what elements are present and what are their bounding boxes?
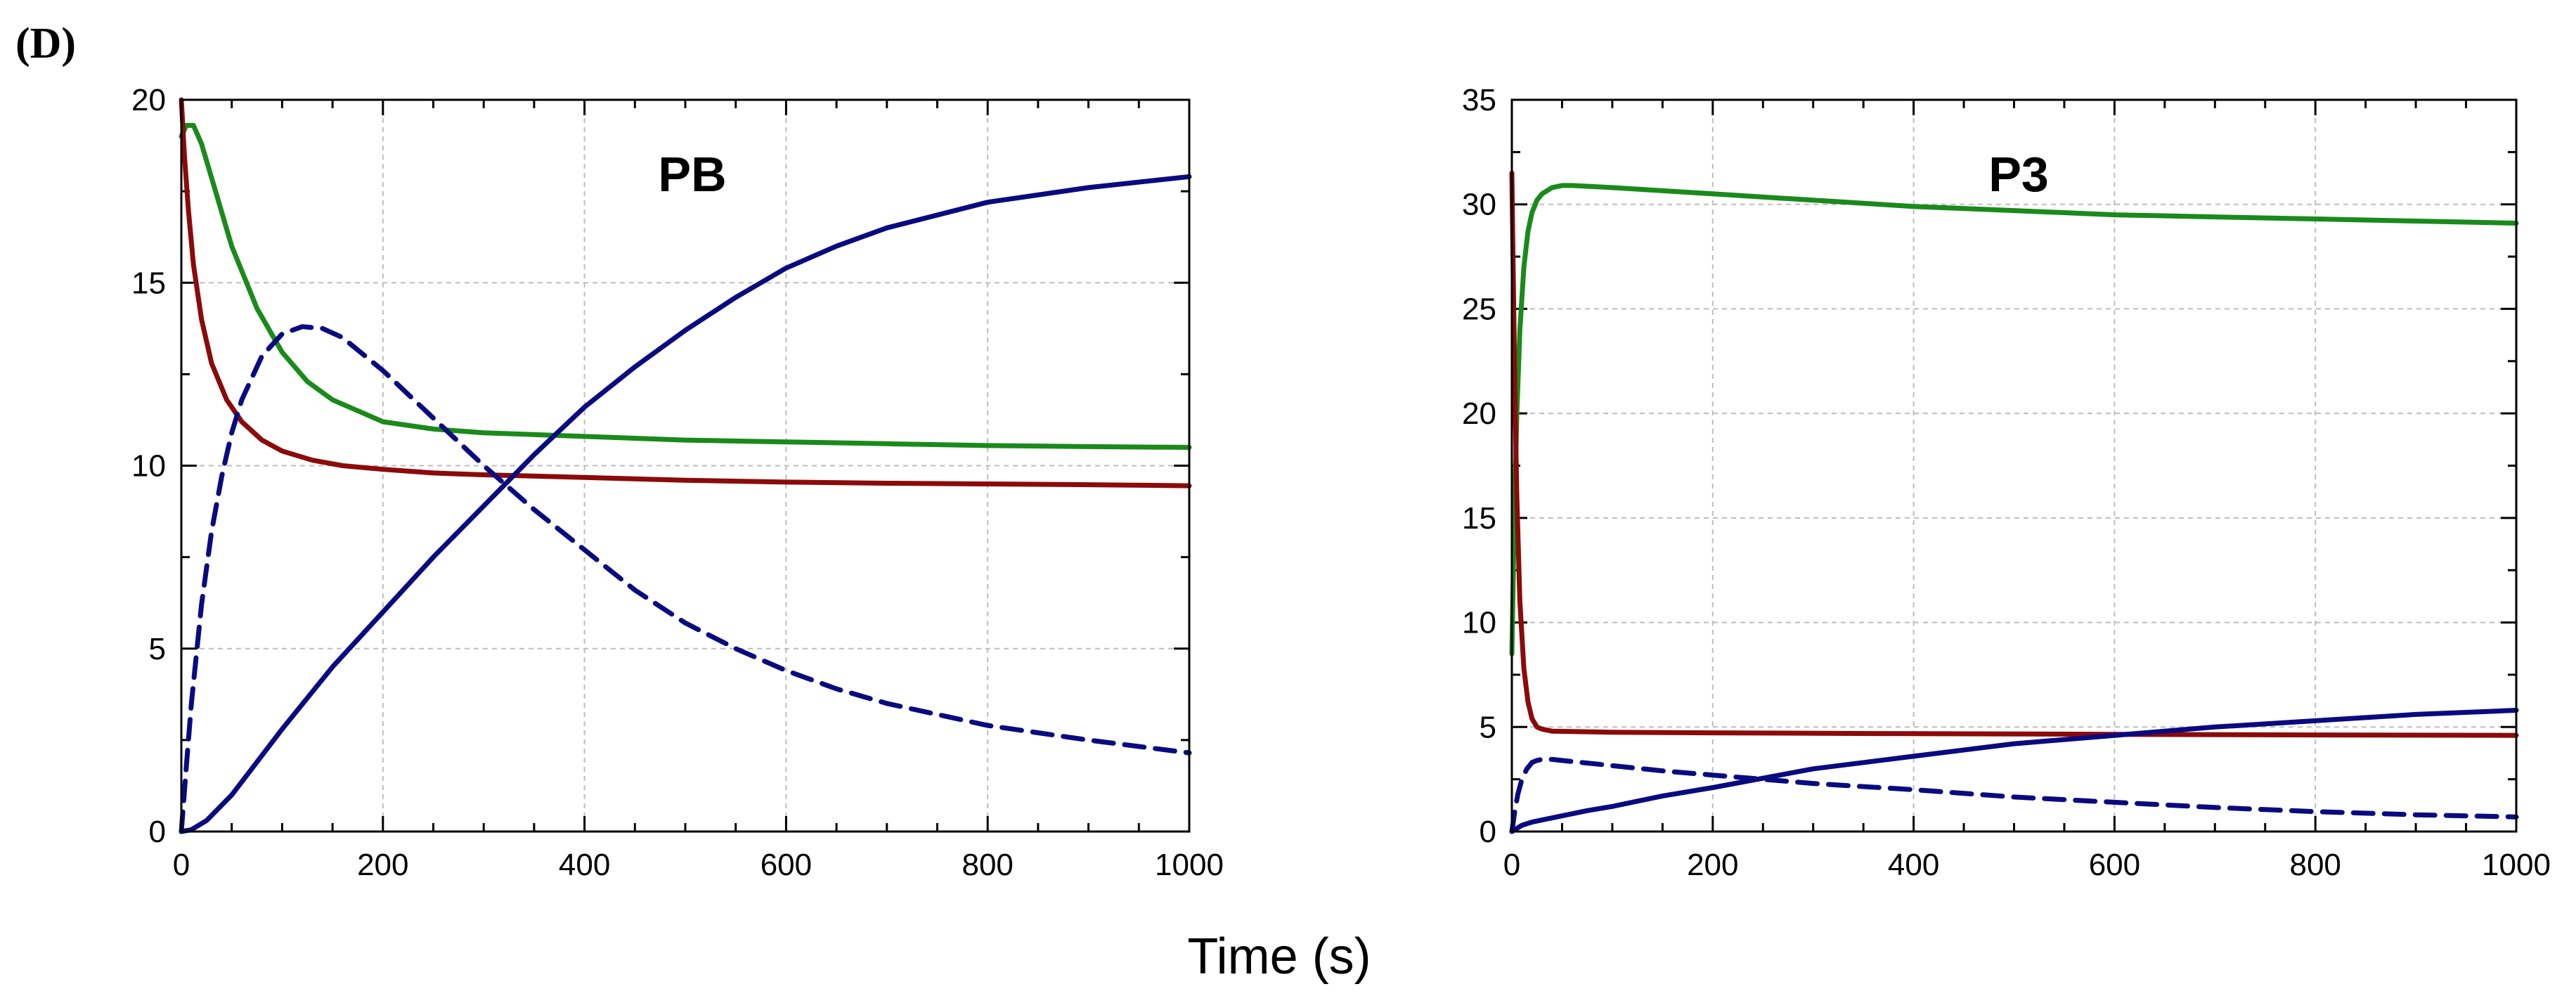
series-line-dark-red [1509,170,2519,738]
y-tick-label: 15 [1462,501,1496,536]
x-tick-label: 1000 [2482,848,2551,882]
x-tick-label: 600 [760,848,812,882]
y-tick-label: 0 [1480,815,1496,849]
x-tick-label: 600 [2089,848,2140,882]
x-tick-label: 400 [559,848,610,882]
chart-title: P3 [1988,147,2049,202]
chart-title: PB [658,147,726,202]
series-line-green [179,122,1192,450]
series-line-navy-solid [179,174,1192,834]
x-tick-label: 800 [2289,848,2341,882]
series-line-navy-dashed [179,324,1192,834]
y-tick-label: 25 [1462,292,1496,326]
y-tick-label: 5 [149,632,166,666]
chart-panel-p3: 0 200 400 600 800 1000 0 5 10 15 20 25 30 35 P3 [1462,83,2551,882]
y-tick-label: 5 [1480,710,1496,744]
x-tick-label: 0 [173,848,190,882]
x-tick-label: 1000 [1155,848,1224,882]
y-tick-label: 10 [1462,606,1496,640]
series-line-navy-dashed [1509,756,2519,834]
y-tick-label: 20 [1462,396,1496,431]
series-line-navy-solid [1509,708,2519,834]
y-tick-label: 10 [131,449,166,484]
y-tick-label: 35 [1462,83,1496,117]
x-tick-label: 200 [1687,848,1738,882]
series-line-green [1509,183,2519,657]
y-tick-label: 20 [131,83,166,117]
series-line-dark-red [179,97,1192,489]
x-tick-label: 200 [357,848,408,882]
chart-panel-pb: 0 200 400 600 800 1000 0 5 10 15 20 PB [131,83,1224,882]
figure-label: (D) [15,20,76,67]
y-tick-label: 30 [1462,188,1496,222]
y-tick-label: 0 [149,815,166,849]
plot-frame [1510,98,2518,833]
plot-frame [180,98,1191,833]
x-tick-label: 800 [962,848,1013,882]
x-tick-label: 400 [1888,848,1939,882]
x-tick-label: 0 [1503,848,1520,882]
y-tick-label: 15 [131,266,166,300]
x-axis-title: Time (s) [1187,929,1371,985]
